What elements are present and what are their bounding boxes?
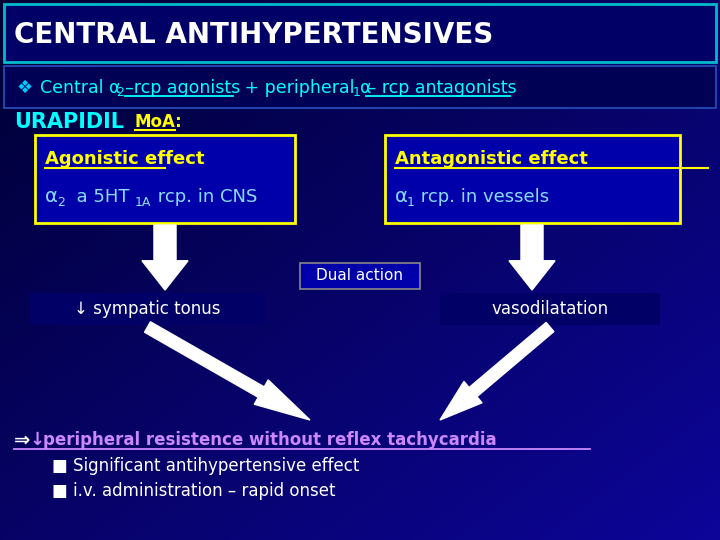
FancyBboxPatch shape bbox=[4, 66, 716, 108]
Text: 2: 2 bbox=[57, 195, 65, 208]
FancyBboxPatch shape bbox=[300, 263, 420, 289]
Text: α: α bbox=[395, 187, 408, 206]
FancyBboxPatch shape bbox=[4, 4, 716, 62]
Polygon shape bbox=[440, 322, 554, 420]
Text: CENTRAL ANTIHYPERTENSIVES: CENTRAL ANTIHYPERTENSIVES bbox=[14, 21, 493, 49]
Text: ↓ sympatic tonus: ↓ sympatic tonus bbox=[74, 300, 221, 318]
Text: rcp. in CNS: rcp. in CNS bbox=[152, 188, 257, 206]
Text: peripheral resistence without reflex tachycardia: peripheral resistence without reflex tac… bbox=[43, 431, 497, 449]
Text: Agonistic effect: Agonistic effect bbox=[45, 150, 204, 168]
Text: MoA:: MoA: bbox=[135, 113, 183, 131]
Text: 1: 1 bbox=[353, 86, 361, 99]
FancyBboxPatch shape bbox=[30, 293, 265, 325]
Text: vasodilatation: vasodilatation bbox=[492, 300, 608, 318]
Text: ■ Significant antihypertensive effect: ■ Significant antihypertensive effect bbox=[52, 457, 359, 475]
Text: 2: 2 bbox=[116, 86, 124, 99]
Text: ↓: ↓ bbox=[30, 431, 45, 449]
Text: ■ i.v. administration – rapid onset: ■ i.v. administration – rapid onset bbox=[52, 482, 336, 500]
Text: ❖: ❖ bbox=[16, 79, 32, 97]
Text: – rcp antagonists: – rcp antagonists bbox=[362, 79, 517, 97]
Text: α: α bbox=[45, 187, 58, 206]
Text: 1: 1 bbox=[407, 195, 415, 208]
FancyBboxPatch shape bbox=[35, 135, 295, 223]
Text: + peripheral α: + peripheral α bbox=[239, 79, 372, 97]
Text: a 5HT: a 5HT bbox=[65, 188, 130, 206]
Text: 1A: 1A bbox=[135, 195, 151, 208]
Polygon shape bbox=[509, 225, 555, 290]
FancyBboxPatch shape bbox=[385, 135, 680, 223]
Text: rcp. in vessels: rcp. in vessels bbox=[415, 188, 549, 206]
Polygon shape bbox=[145, 322, 310, 420]
Text: URAPIDIL: URAPIDIL bbox=[14, 112, 124, 132]
Text: –rcp agonists: –rcp agonists bbox=[125, 79, 240, 97]
Text: ⇒: ⇒ bbox=[14, 430, 30, 449]
FancyBboxPatch shape bbox=[440, 293, 660, 325]
Text: Dual action: Dual action bbox=[317, 268, 403, 284]
Text: Central α: Central α bbox=[40, 79, 120, 97]
Text: Antagonistic effect: Antagonistic effect bbox=[395, 150, 588, 168]
Polygon shape bbox=[142, 225, 188, 290]
